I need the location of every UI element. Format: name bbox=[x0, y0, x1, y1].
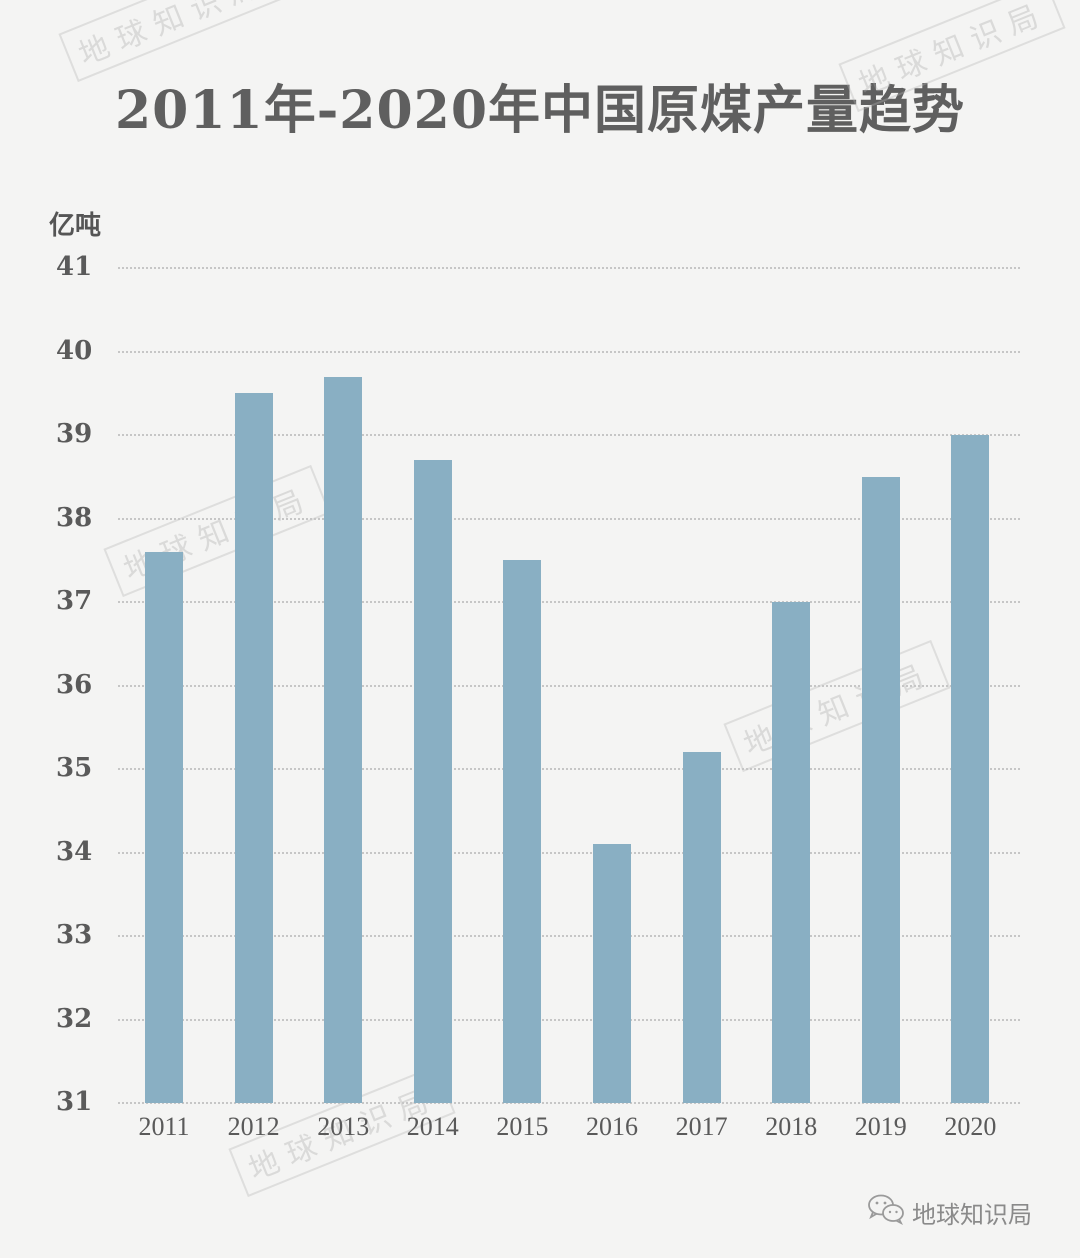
x-tick-label: 2011 bbox=[138, 1112, 190, 1141]
gridline bbox=[118, 601, 1020, 603]
gridline bbox=[118, 851, 1020, 854]
gridline bbox=[118, 267, 1020, 269]
y-tick-label: 34 bbox=[56, 836, 93, 867]
bar-2018 bbox=[772, 602, 811, 1103]
y-tick-label: 33 bbox=[56, 920, 93, 950]
x-tick-label: 2020 bbox=[944, 1112, 997, 1141]
gridline bbox=[118, 684, 1020, 687]
bar-2016 bbox=[593, 844, 631, 1103]
gridline bbox=[118, 350, 1020, 353]
bar-2013 bbox=[324, 376, 363, 1103]
x-tick-label: 2015 bbox=[496, 1112, 549, 1141]
bar-2017 bbox=[682, 752, 721, 1103]
x-tick-label: 2017 bbox=[675, 1112, 728, 1141]
gridline bbox=[118, 1102, 1020, 1104]
gridline bbox=[118, 1018, 1020, 1021]
y-tick-label: 35 bbox=[56, 753, 93, 783]
x-tick-label: 2018 bbox=[765, 1112, 818, 1141]
bar-2015 bbox=[503, 560, 542, 1103]
y-tick-label: 40 bbox=[56, 335, 93, 366]
gridline bbox=[118, 768, 1020, 770]
y-axis-unit-label: 亿吨 bbox=[49, 211, 102, 241]
y-tick-label: 41 bbox=[56, 252, 93, 282]
gridline bbox=[118, 935, 1020, 937]
bar-2019 bbox=[861, 476, 900, 1103]
bar-2011 bbox=[145, 551, 183, 1103]
gridline bbox=[118, 434, 1020, 436]
y-tick-label: 39 bbox=[56, 419, 93, 449]
y-tick-label: 32 bbox=[56, 1003, 93, 1034]
x-tick-label: 2019 bbox=[854, 1112, 907, 1141]
bar-2012 bbox=[234, 393, 273, 1103]
chart-title: 2011年-2020年中国原煤产量趋势 bbox=[114, 80, 966, 141]
y-tick-label: 37 bbox=[56, 586, 93, 616]
x-tick-label: 2013 bbox=[317, 1112, 370, 1141]
x-tick-label: 2016 bbox=[586, 1112, 638, 1141]
brand-name: 地球知识局 bbox=[912, 1200, 1032, 1229]
bar-2020 bbox=[951, 435, 990, 1103]
x-tick-label: 2012 bbox=[227, 1112, 280, 1141]
y-tick-label: 38 bbox=[56, 502, 93, 533]
wechat-icon bbox=[866, 1193, 906, 1231]
y-tick-label: 36 bbox=[56, 669, 93, 700]
gridline bbox=[118, 517, 1020, 520]
footer-brand: 地球知识局 bbox=[866, 1193, 1032, 1231]
y-tick-label: 31 bbox=[56, 1087, 93, 1117]
bar-2014 bbox=[413, 460, 452, 1103]
x-tick-label: 2014 bbox=[406, 1112, 459, 1141]
